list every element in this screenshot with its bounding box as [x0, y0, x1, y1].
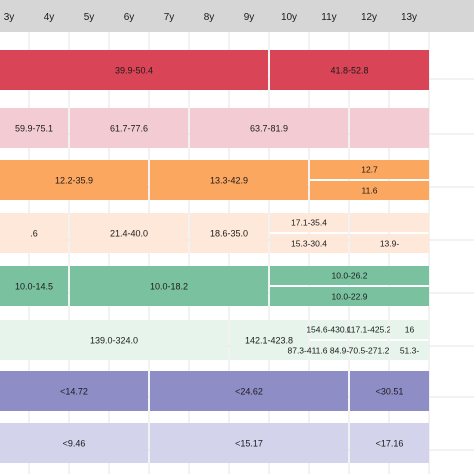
range-cell	[70, 108, 188, 148]
range-label: 41.8-52.8	[330, 66, 368, 76]
range-cell	[350, 423, 429, 463]
range-cell	[270, 50, 429, 90]
range-cell	[0, 266, 68, 306]
range-cell	[310, 341, 348, 360]
range-label: <17.16	[376, 439, 404, 449]
range-cell	[190, 108, 348, 148]
range-cell	[0, 50, 268, 90]
range-cell	[350, 108, 429, 148]
range-label: 11.6	[362, 186, 378, 196]
range-label: .6	[30, 229, 38, 239]
range-cell	[270, 234, 348, 253]
column-header-label: 6y	[124, 12, 135, 23]
column-header-label: 9y	[244, 12, 255, 23]
range-label: 13.9-	[380, 239, 400, 249]
range-cell	[350, 341, 388, 360]
range-cell	[70, 266, 268, 306]
range-cell	[0, 371, 148, 411]
range-label: <9.46	[63, 439, 86, 449]
range-label: 51.3-	[400, 346, 420, 356]
range-cell	[270, 213, 348, 232]
range-label: 39.9-50.4	[115, 66, 153, 76]
range-label: 17.1-35.4	[291, 218, 327, 228]
range-cell	[350, 371, 429, 411]
range-cell	[150, 160, 308, 200]
range-label: <15.17	[235, 439, 263, 449]
range-cell	[310, 160, 429, 179]
range-cell	[350, 320, 388, 339]
column-header-label: 4y	[44, 12, 55, 23]
column-header-label: 11y	[321, 12, 336, 23]
range-cell	[310, 320, 348, 339]
column-header-label: 8y	[204, 12, 215, 23]
range-cell	[0, 423, 148, 463]
range-cell	[350, 234, 429, 253]
column-header-label: 12y	[361, 12, 377, 23]
column-header-label: 7y	[164, 12, 175, 23]
column-header-label: 5y	[84, 12, 95, 23]
range-label: 10.0-22.9	[332, 292, 368, 302]
range-label: 12.2-35.9	[55, 176, 93, 186]
range-label: 16	[405, 325, 415, 335]
range-label: 15.3-30.4	[291, 239, 327, 249]
range-cell	[150, 423, 348, 463]
range-cell	[150, 371, 348, 411]
range-label: <14.72	[60, 387, 88, 397]
range-label: 139.0-324.0	[90, 336, 138, 346]
range-cell	[350, 213, 429, 232]
range-label: 18.6-35.0	[210, 229, 248, 239]
range-label: 63.7-81.9	[250, 124, 288, 134]
range-cell	[230, 320, 308, 360]
range-label: 21.4-40.0	[110, 229, 148, 239]
range-label: 117.1-425.2	[347, 325, 392, 335]
range-cell	[270, 266, 429, 285]
column-header-label: 13y	[401, 12, 417, 23]
range-label: 10.0-26.2	[332, 271, 368, 281]
range-label: 10.0-18.2	[150, 282, 188, 292]
range-cell	[270, 287, 429, 306]
range-label: 59.9-75.1	[15, 124, 53, 134]
range-label: <24.62	[235, 387, 263, 397]
range-label: 12.7	[361, 165, 378, 175]
range-cell	[70, 213, 188, 253]
column-header-label: 10y	[281, 12, 297, 23]
range-cell	[0, 160, 148, 200]
range-label: 87.3-411.6 84.9-334.4	[287, 346, 370, 356]
range-cell	[0, 213, 68, 253]
column-header-band	[0, 0, 474, 32]
range-label: 10.0-14.5	[15, 282, 53, 292]
range-label: 61.7-77.6	[110, 124, 148, 134]
range-cell	[310, 181, 429, 200]
range-cell	[390, 341, 429, 360]
range-label: 13.3-42.9	[210, 176, 248, 186]
range-label: <30.51	[376, 387, 404, 397]
range-cell	[190, 213, 268, 253]
range-label: 142.1-423.8	[245, 336, 293, 346]
range-label: 154.6-430.0	[306, 325, 352, 335]
range-cell	[390, 320, 429, 339]
range-cell	[0, 108, 68, 148]
range-cell	[0, 320, 228, 360]
column-header-label: 3y	[4, 12, 15, 23]
range-label: 70.5-271.2	[349, 346, 390, 356]
